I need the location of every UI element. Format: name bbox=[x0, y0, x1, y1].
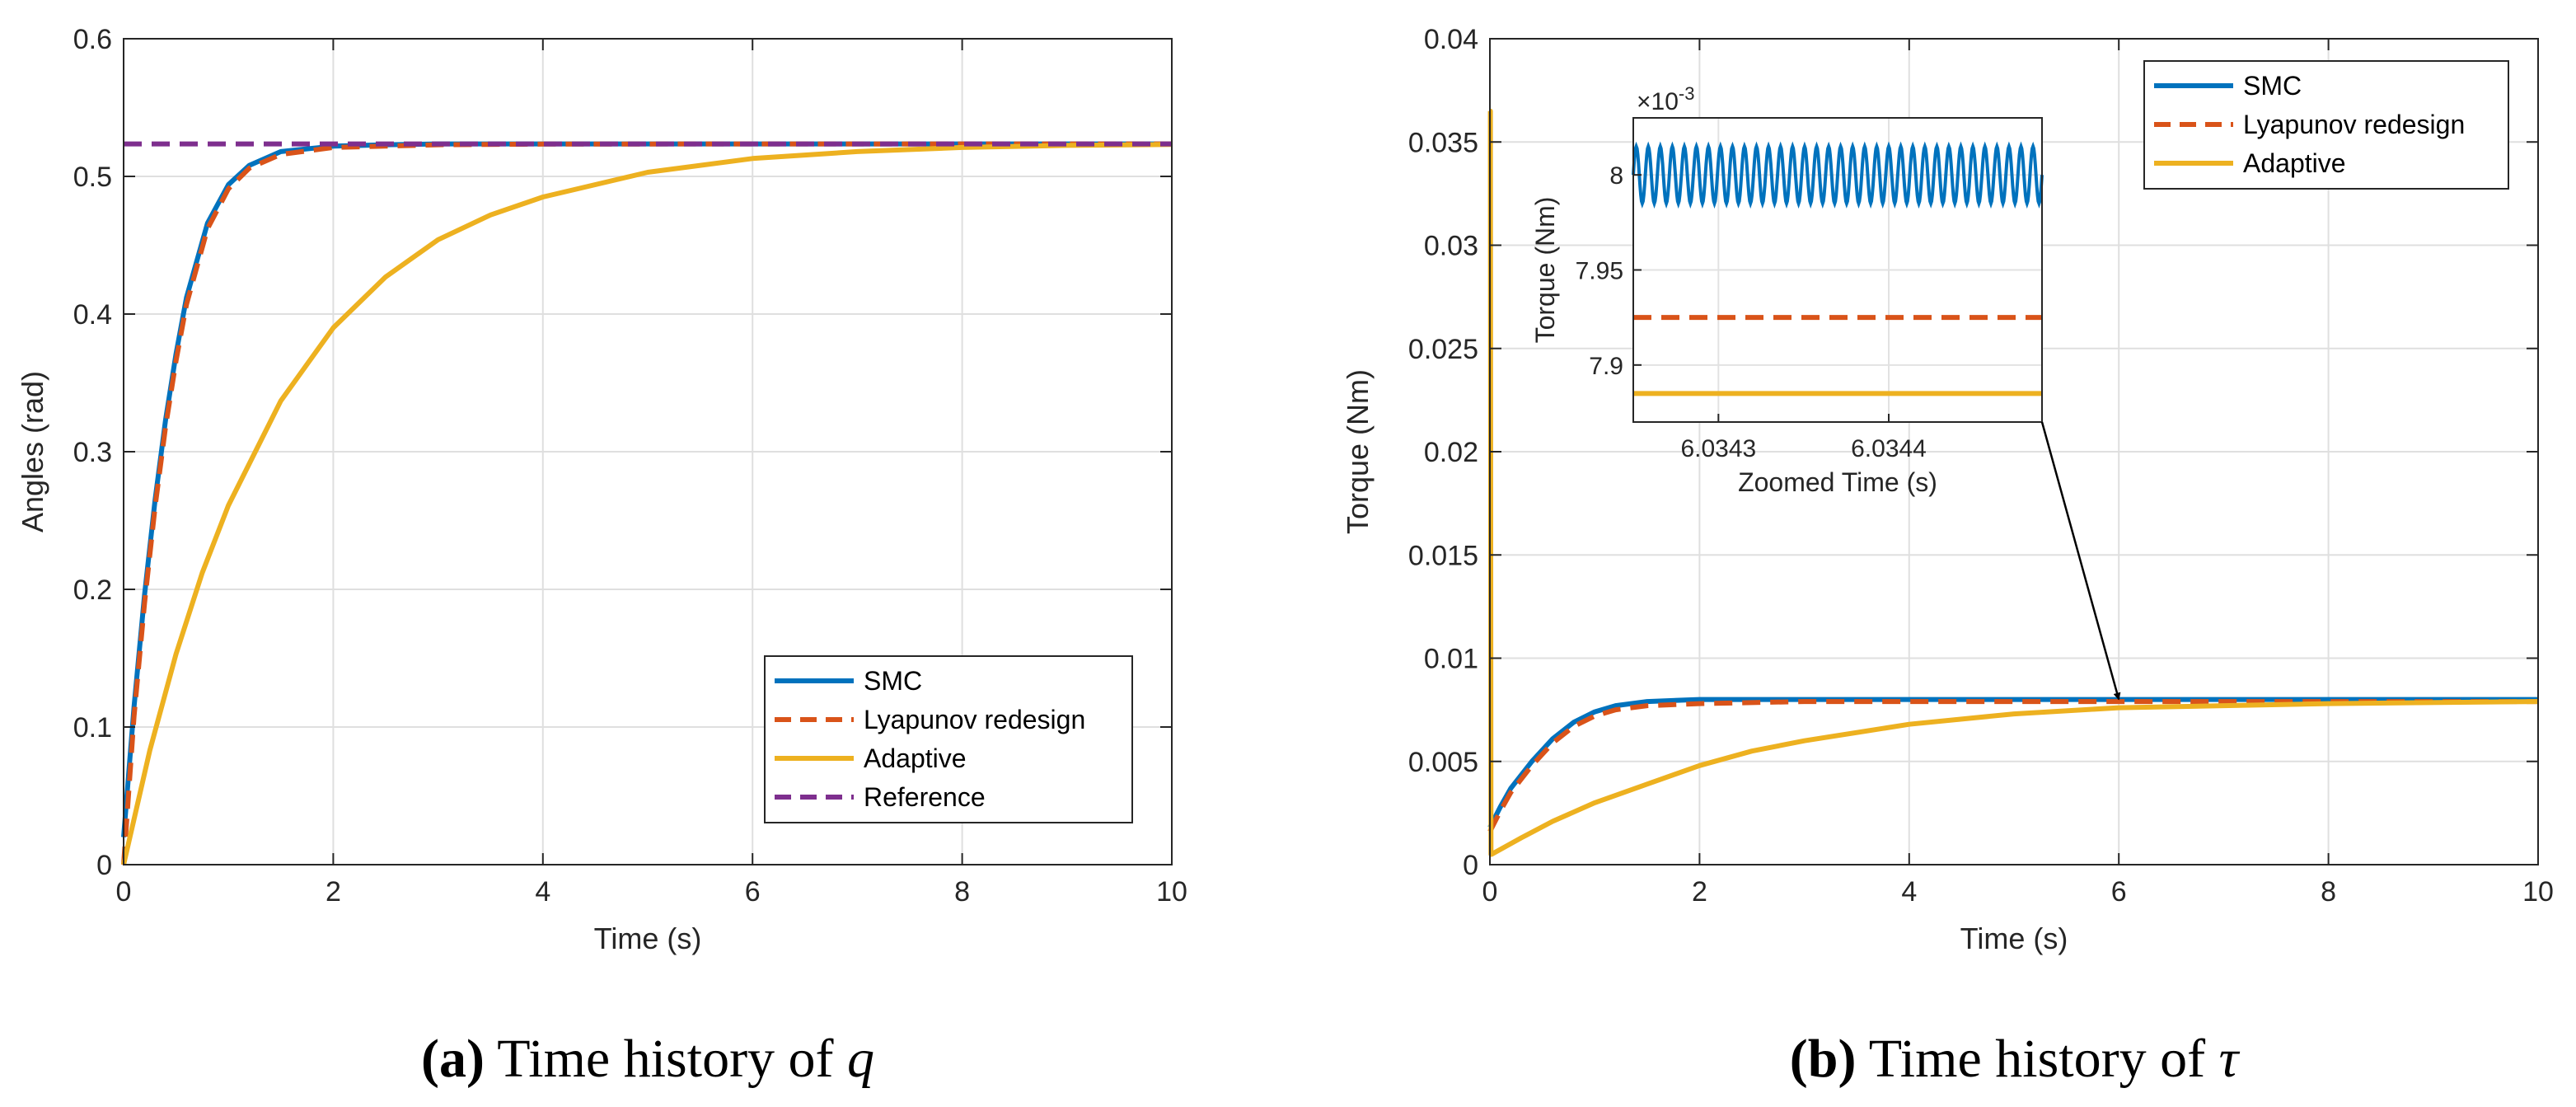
chart-b-torque: 0 2 4 6 8 10 0 0.005 0.01 0.015 0.02 0.025 0.03 0.035… bbox=[1341, 24, 2554, 1089]
y-axis-label: Angles (rad) bbox=[16, 371, 49, 532]
x-axis-label: Time (s) bbox=[1960, 922, 2068, 955]
caption-letter: (b) bbox=[1790, 1029, 1857, 1089]
grid bbox=[123, 38, 1173, 865]
chart-a-angles: 0 2 4 6 8 10 0 0.1 0.2 0.3 0.4 0.5 0.6 Time (s) Angles… bbox=[16, 24, 1187, 1089]
x-tick-label: 4 bbox=[1901, 876, 1917, 908]
inset-chart: 6.0343 6.0344 7.9 7.95 8 ×10-3 Zoomed Time (s)… bbox=[1530, 83, 2121, 701]
inset-exponent-base: ×10 bbox=[1637, 88, 1679, 115]
y-tick-label: 0.005 bbox=[1408, 747, 1478, 778]
inset-exponent: ×10-3 bbox=[1637, 83, 1694, 115]
y-tick-label: 0.03 bbox=[1424, 231, 1478, 262]
legend: SMC Lyapunov redesign Adaptive Reference bbox=[764, 655, 1133, 823]
inset-x-axis-label: Zoomed Time (s) bbox=[1738, 467, 1937, 497]
inset-exponent-power: -3 bbox=[1679, 83, 1695, 104]
series-line-adaptive bbox=[1487, 108, 2539, 857]
inset-x-tick-label: 6.0344 bbox=[1851, 435, 1927, 462]
caption-symbol: q bbox=[847, 1029, 874, 1089]
x-tick-label: 0 bbox=[1482, 876, 1498, 908]
caption-symbol: τ bbox=[2219, 1029, 2241, 1089]
x-tick-label: 8 bbox=[954, 876, 970, 908]
y-tick-label: 0.035 bbox=[1408, 127, 1478, 158]
ticks: 0 2 4 6 8 10 0 0.005 0.01 0.015 0.02 0.025 0.03 0.035… bbox=[1408, 24, 2554, 908]
y-tick-label: 0 bbox=[1463, 850, 1478, 881]
inset-y-axis-label: Torque (Nm) bbox=[1530, 197, 1560, 344]
series-group bbox=[121, 141, 1173, 865]
y-tick-label: 0.04 bbox=[1424, 24, 1478, 55]
x-tick-label: 8 bbox=[2321, 876, 2336, 908]
caption-text: Time history of bbox=[1856, 1029, 2218, 1089]
inset-y-tick-label: 7.95 bbox=[1576, 258, 1623, 285]
caption-letter: (a) bbox=[421, 1029, 485, 1089]
x-tick-label: 4 bbox=[535, 876, 550, 908]
series-line-adaptive bbox=[121, 142, 1173, 865]
inset-x-tick-label: 6.0343 bbox=[1680, 435, 1756, 462]
legend-entry: Reference bbox=[864, 782, 986, 812]
figure-caption: (a) Time history of q bbox=[421, 1029, 874, 1089]
x-axis-label: Time (s) bbox=[594, 922, 702, 955]
legend-entry: SMC bbox=[864, 666, 922, 696]
caption-text: Time history of bbox=[485, 1029, 847, 1089]
legend-entry: Lyapunov redesign bbox=[864, 705, 1085, 734]
x-tick-label: 0 bbox=[116, 876, 132, 908]
series-line-lyapunov-redesign bbox=[1487, 699, 2538, 833]
y-tick-label: 0.02 bbox=[1424, 437, 1478, 468]
x-tick-label: 6 bbox=[2111, 876, 2127, 908]
x-tick-label: 10 bbox=[1156, 876, 1187, 908]
legend-entry: Adaptive bbox=[2243, 148, 2346, 178]
inset-arrow bbox=[2040, 421, 2121, 701]
legend-box bbox=[2143, 60, 2509, 190]
x-tick-label: 2 bbox=[326, 876, 341, 908]
y-tick-label: 0.6 bbox=[73, 24, 112, 55]
series-line-smc bbox=[1487, 697, 2538, 829]
y-tick-label: 0.015 bbox=[1408, 540, 1478, 571]
y-tick-label: 0.4 bbox=[73, 299, 112, 331]
y-tick-label: 0.2 bbox=[73, 575, 112, 606]
y-tick-label: 0.1 bbox=[73, 712, 112, 743]
x-tick-label: 2 bbox=[1692, 876, 1707, 908]
y-tick-label: 0.025 bbox=[1408, 334, 1478, 365]
ticks: 0 2 4 6 8 10 0 0.1 0.2 0.3 0.4 0.5 0.6 bbox=[73, 24, 1187, 908]
y-tick-label: 0.3 bbox=[73, 437, 112, 468]
y-axis-label: Torque (Nm) bbox=[1341, 369, 1375, 534]
x-tick-label: 6 bbox=[745, 876, 761, 908]
inset-y-tick-label: 7.9 bbox=[1589, 353, 1623, 380]
y-tick-label: 0 bbox=[96, 850, 112, 881]
series-group bbox=[1487, 108, 2539, 857]
y-tick-label: 0.01 bbox=[1424, 644, 1478, 675]
inset-y-tick-label: 8 bbox=[1609, 162, 1623, 190]
legend-entry: SMC bbox=[2243, 71, 2302, 101]
y-tick-label: 0.5 bbox=[73, 162, 112, 193]
legend-entry: Lyapunov redesign bbox=[2243, 110, 2465, 139]
legend-entry: Adaptive bbox=[864, 743, 967, 773]
x-tick-label: 10 bbox=[2522, 876, 2554, 908]
figure-caption: (b) Time history of τ bbox=[1790, 1029, 2241, 1089]
legend: SMC Lyapunov redesign Adaptive bbox=[2143, 60, 2509, 190]
inset-series-smc bbox=[1632, 141, 2044, 209]
